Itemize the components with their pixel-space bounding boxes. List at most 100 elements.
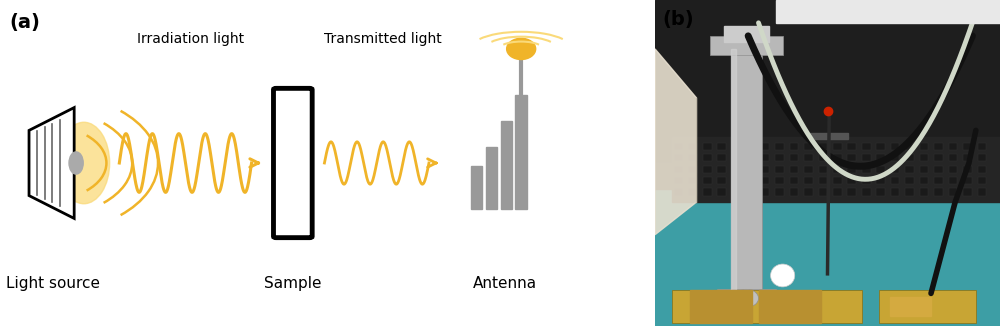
Bar xyxy=(703,166,712,173)
Bar xyxy=(920,166,928,173)
Bar xyxy=(746,143,755,150)
Bar xyxy=(761,166,769,173)
Bar xyxy=(963,188,972,196)
Ellipse shape xyxy=(507,38,536,60)
Bar xyxy=(703,177,712,184)
Bar xyxy=(963,177,972,184)
Bar xyxy=(862,143,871,150)
Polygon shape xyxy=(29,108,74,218)
Bar xyxy=(934,166,943,173)
Bar xyxy=(876,154,885,161)
Bar xyxy=(501,121,512,209)
Bar xyxy=(934,143,943,150)
Bar xyxy=(759,290,821,323)
Bar xyxy=(978,188,986,196)
Bar xyxy=(963,154,972,161)
Bar xyxy=(905,154,914,161)
Bar xyxy=(655,176,1000,326)
Bar xyxy=(674,188,683,196)
Bar xyxy=(978,166,986,173)
Bar xyxy=(905,166,914,173)
Ellipse shape xyxy=(69,152,83,174)
Ellipse shape xyxy=(771,264,795,287)
Bar xyxy=(790,177,798,184)
Bar xyxy=(920,154,928,161)
Bar xyxy=(761,188,769,196)
Bar xyxy=(891,166,899,173)
Bar xyxy=(761,143,769,150)
Bar xyxy=(732,154,740,161)
Bar xyxy=(819,177,827,184)
Bar xyxy=(862,177,871,184)
Bar xyxy=(731,49,762,293)
Bar xyxy=(674,143,683,150)
Bar xyxy=(732,177,740,184)
Bar xyxy=(963,143,972,150)
Bar xyxy=(862,188,871,196)
Bar xyxy=(688,154,697,161)
Bar xyxy=(724,26,769,42)
Bar xyxy=(746,177,755,184)
Bar xyxy=(862,166,871,173)
Bar xyxy=(688,188,697,196)
Bar xyxy=(807,133,848,139)
Bar xyxy=(674,154,683,161)
Bar xyxy=(672,290,862,323)
Bar xyxy=(949,154,957,161)
Bar xyxy=(690,290,752,323)
Bar xyxy=(819,188,827,196)
Bar xyxy=(890,297,931,316)
Text: Transmitted light: Transmitted light xyxy=(324,32,442,46)
Bar xyxy=(761,177,769,184)
Bar xyxy=(949,143,957,150)
Bar xyxy=(847,188,856,196)
Bar xyxy=(804,166,813,173)
Bar xyxy=(688,143,697,150)
Bar xyxy=(847,166,856,173)
Text: (a): (a) xyxy=(10,13,41,32)
Bar xyxy=(978,143,986,150)
Bar xyxy=(876,188,885,196)
Bar xyxy=(891,143,899,150)
Bar xyxy=(775,154,784,161)
Bar xyxy=(891,188,899,196)
Bar xyxy=(655,0,1000,176)
Bar xyxy=(905,143,914,150)
Bar xyxy=(761,154,769,161)
Bar xyxy=(934,188,943,196)
Bar xyxy=(790,154,798,161)
Bar xyxy=(949,188,957,196)
Bar xyxy=(934,154,943,161)
Bar xyxy=(515,95,527,209)
Bar xyxy=(847,143,856,150)
Bar xyxy=(833,154,842,161)
Bar xyxy=(732,143,740,150)
Bar xyxy=(717,177,726,184)
Bar xyxy=(905,188,914,196)
Bar xyxy=(775,166,784,173)
Bar xyxy=(920,188,928,196)
Text: Sample: Sample xyxy=(264,276,322,291)
Bar xyxy=(688,177,697,184)
Bar xyxy=(833,143,842,150)
Bar xyxy=(949,166,957,173)
Text: Light source: Light source xyxy=(6,276,100,291)
Bar xyxy=(905,177,914,184)
Bar xyxy=(775,143,784,150)
Bar xyxy=(790,143,798,150)
Bar xyxy=(978,177,986,184)
Bar xyxy=(876,166,885,173)
Bar xyxy=(819,166,827,173)
Text: Antenna: Antenna xyxy=(473,276,537,291)
Text: (b): (b) xyxy=(662,10,694,29)
Bar xyxy=(717,154,726,161)
Bar xyxy=(746,154,755,161)
Bar xyxy=(891,154,899,161)
Bar xyxy=(775,188,784,196)
Bar xyxy=(731,49,736,293)
Bar xyxy=(717,143,726,150)
Bar xyxy=(879,290,976,323)
Bar xyxy=(847,177,856,184)
Bar xyxy=(934,177,943,184)
Bar xyxy=(655,163,1000,189)
